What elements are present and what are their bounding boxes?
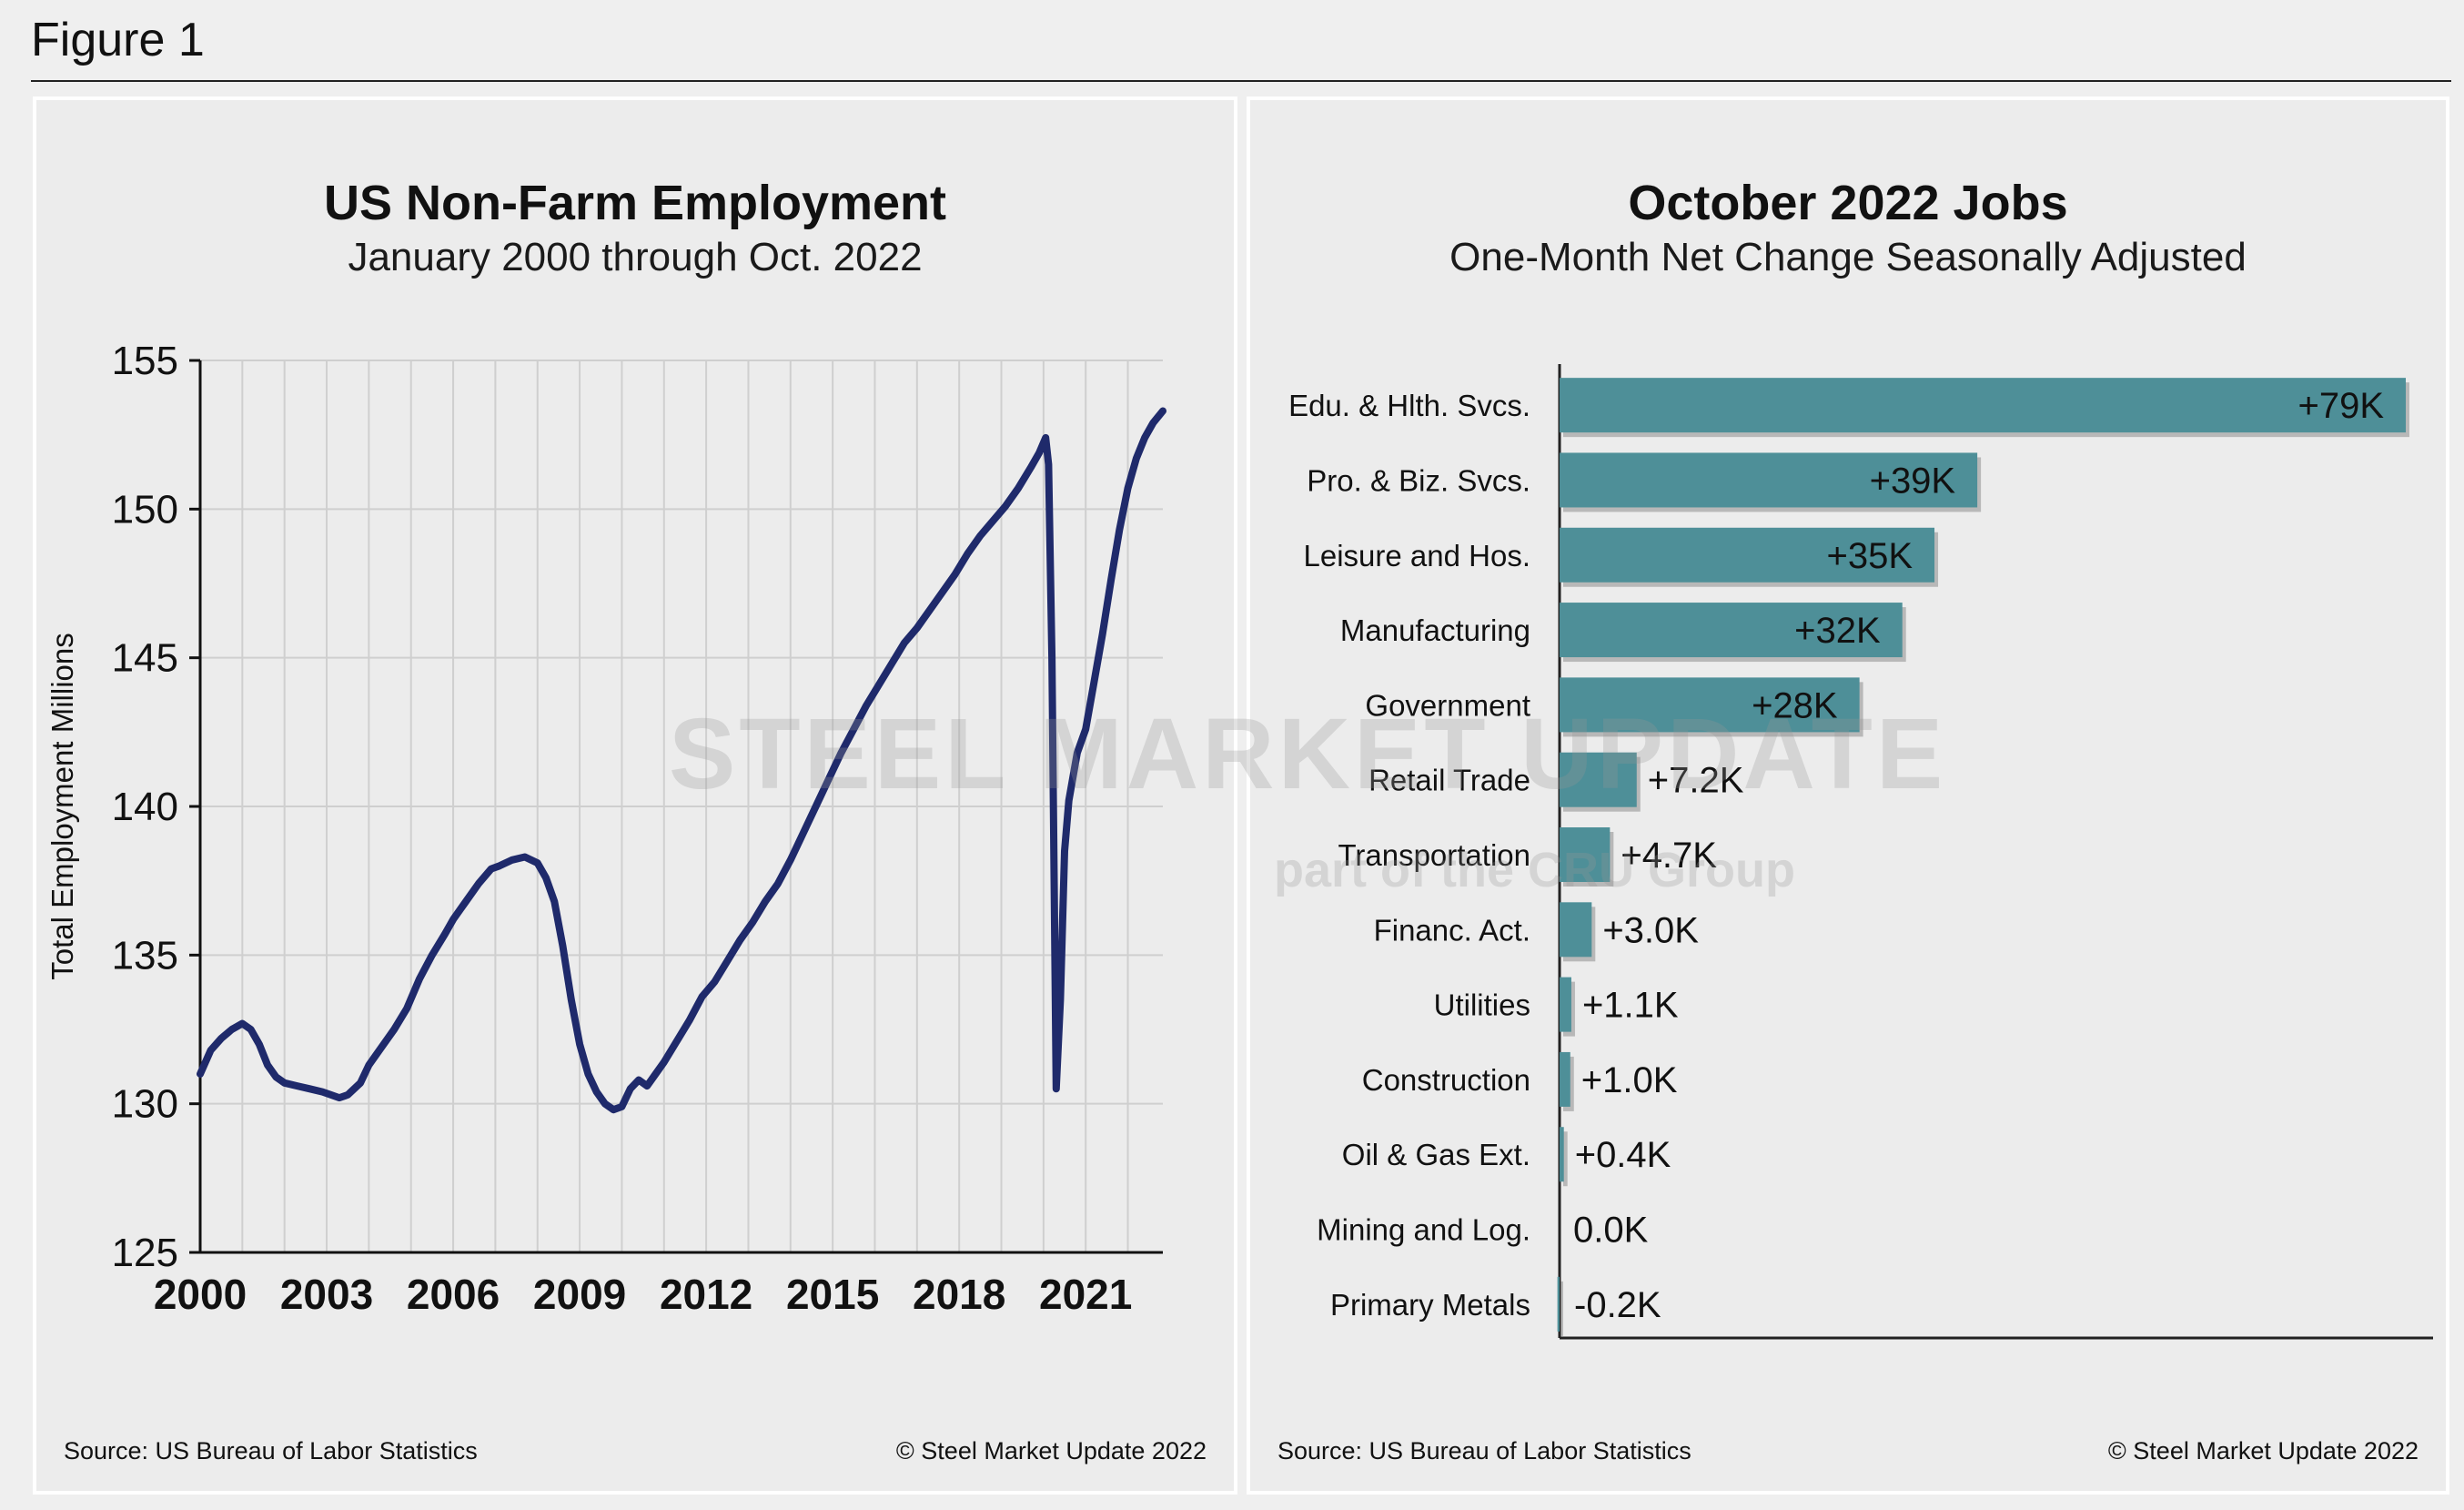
figure-label: Figure 1 bbox=[31, 14, 205, 66]
bar-category-label: Retail Trade bbox=[1368, 764, 1530, 797]
jobs-bar-chart: Edu. & Hlth. Svcs. +79K Pro. & Biz. Svcs. +… bbox=[1288, 364, 2433, 1340]
bar-category-label: Pro. & Biz. Svcs. bbox=[1307, 463, 1530, 497]
bar-category-label: Primary Metals bbox=[1330, 1288, 1530, 1322]
employment-series-line bbox=[197, 407, 1166, 1114]
bar-category-label: Manufacturing bbox=[1340, 613, 1530, 647]
bar-value-label: +79K bbox=[2297, 386, 2384, 426]
bar-category-label: Edu. & Hlth. Svcs. bbox=[1288, 389, 1530, 422]
jobs-chart-subtitle: One-Month Net Change Seasonally Adjusted bbox=[1449, 235, 2247, 279]
bar-value-label: +1.0K bbox=[1581, 1060, 1678, 1100]
bar-value-label: +32K bbox=[1794, 611, 1881, 651]
employment-copyright: © Steel Market Update 2022 bbox=[895, 1437, 1207, 1464]
bar bbox=[1560, 902, 1592, 958]
jobs-source: Source: US Bureau of Labor Statistics bbox=[1277, 1437, 1691, 1464]
employment-chart-title: US Non-Farm Employment bbox=[323, 176, 947, 230]
bar-category-label: Transportation bbox=[1338, 838, 1530, 872]
bar bbox=[1560, 827, 1611, 882]
x-tick-label: 2021 bbox=[1039, 1271, 1132, 1318]
bar bbox=[1560, 378, 2406, 433]
bar-value-label: +3.0K bbox=[1602, 910, 1699, 950]
bar-value-label: +4.7K bbox=[1621, 836, 1717, 876]
employment-source: Source: US Bureau of Labor Statistics bbox=[64, 1437, 478, 1464]
bar-value-label: +35K bbox=[1826, 536, 1913, 576]
bar-value-label: -0.2K bbox=[1574, 1285, 1661, 1325]
bar-category-label: Construction bbox=[1362, 1063, 1530, 1097]
bar-shadow bbox=[1563, 1131, 1568, 1187]
y-tick-label: 130 bbox=[112, 1082, 178, 1127]
x-tick-label: 2006 bbox=[407, 1271, 500, 1318]
y-tick-label: 155 bbox=[112, 339, 178, 383]
bar bbox=[1560, 1051, 1570, 1107]
jobs-panel: October 2022 Jobs One-Month Net Change S… bbox=[1247, 96, 2449, 1495]
y-tick-label: 125 bbox=[112, 1231, 178, 1275]
y-axis-label: Total Employment Millions bbox=[45, 633, 79, 979]
x-tick-label: 2003 bbox=[280, 1271, 373, 1318]
x-tick-label: 2012 bbox=[660, 1271, 752, 1318]
bar bbox=[1560, 677, 1860, 733]
bar-category-label: Leisure and Hos. bbox=[1304, 539, 1530, 573]
jobs-copyright: © Steel Market Update 2022 bbox=[2107, 1437, 2419, 1464]
bar bbox=[1557, 1276, 1560, 1332]
bar-category-label: Utilities bbox=[1434, 988, 1530, 1022]
bar-value-label: +1.1K bbox=[1582, 986, 1679, 1026]
bar bbox=[1560, 1127, 1564, 1182]
x-tick-label: 2015 bbox=[786, 1271, 879, 1318]
bar bbox=[1560, 452, 1978, 508]
x-tick-label: 2000 bbox=[154, 1271, 247, 1318]
y-tick-label: 135 bbox=[112, 933, 178, 978]
x-tick-label: 2009 bbox=[533, 1271, 626, 1318]
x-tick-label: 2018 bbox=[913, 1271, 1005, 1318]
bar bbox=[1560, 977, 1571, 1032]
bar-category-label: Government bbox=[1365, 688, 1530, 722]
y-tick-label: 150 bbox=[112, 487, 178, 532]
jobs-chart-title: October 2022 Jobs bbox=[1628, 176, 2068, 230]
bar-category-label: Oil & Gas Ext. bbox=[1342, 1138, 1530, 1171]
figure-rule bbox=[31, 80, 2451, 82]
bar-category-label: Financ. Act. bbox=[1374, 913, 1530, 947]
employment-chart-subtitle: January 2000 through Oct. 2022 bbox=[348, 235, 923, 279]
y-tick-label: 145 bbox=[112, 636, 178, 681]
bar bbox=[1560, 603, 1903, 658]
bar-value-label: +28K bbox=[1752, 685, 1838, 725]
bar bbox=[1560, 527, 1935, 583]
bar-value-label: +39K bbox=[1870, 461, 1956, 501]
bar bbox=[1560, 752, 1637, 807]
bar-category-label: Mining and Log. bbox=[1317, 1213, 1530, 1247]
employment-panel: US Non-Farm Employment January 2000 thro… bbox=[33, 96, 1237, 1495]
bar-shadow bbox=[1560, 1281, 1563, 1336]
bar-value-label: 0.0K bbox=[1573, 1211, 1649, 1251]
bar-value-label: +7.2K bbox=[1648, 761, 1744, 801]
y-tick-label: 140 bbox=[112, 785, 178, 829]
bar-value-label: +0.4K bbox=[1575, 1135, 1671, 1175]
employment-line-chart: 125 130 135 140 145 150 155 2000 2003 2006 2009 201… bbox=[45, 339, 1166, 1318]
